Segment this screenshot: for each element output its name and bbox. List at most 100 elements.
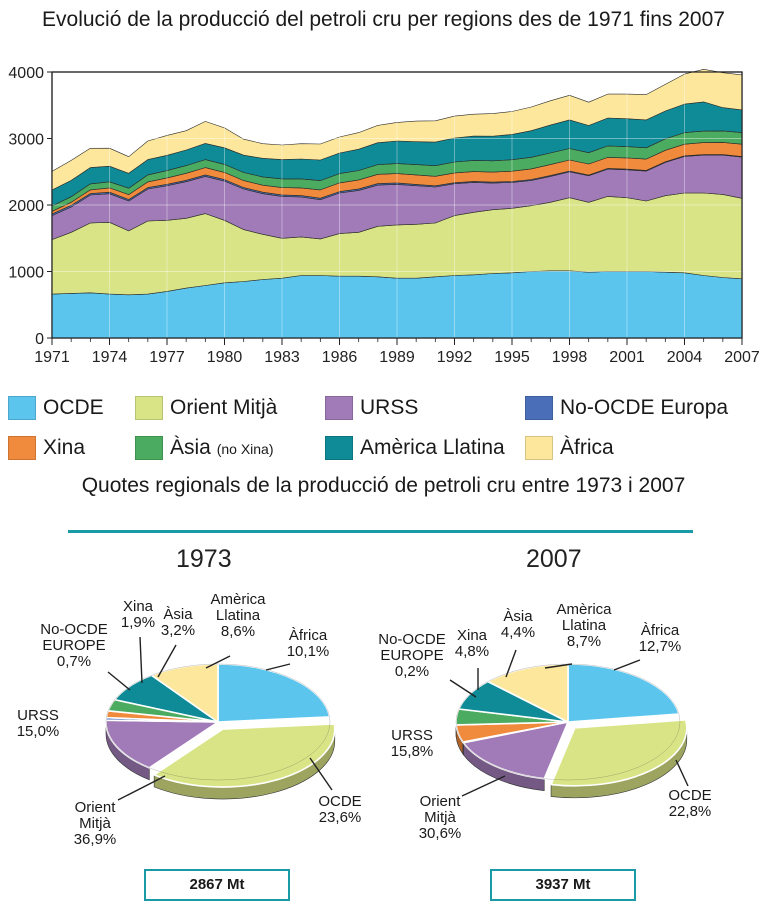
pie-leader-line [449, 679, 477, 698]
x-tick-label: 1983 [264, 349, 300, 366]
x-tick-label: 2001 [609, 349, 645, 366]
pie-label-line: Àsia [503, 608, 533, 625]
pie-leader-line [505, 649, 517, 678]
pie-label-line: 0,7% [57, 653, 91, 670]
pie-label-line: 10,1% [287, 643, 330, 660]
area-chart-title: Evolució de la producció del petroli cru… [42, 8, 725, 31]
pie-label-line: Mitjà [79, 815, 111, 832]
x-tick-label: 2007 [724, 349, 760, 366]
pie-year-1973: 1973 [176, 545, 232, 573]
pie-leader-line [107, 671, 131, 691]
pie-leader-line [613, 659, 641, 671]
legend-item-xina: Xina [8, 436, 85, 460]
pie-slice-urss [105, 719, 219, 769]
pie-label-line: No-OCDE [40, 621, 108, 638]
pie-leader-line [157, 644, 177, 678]
pie-label-line: Xina [123, 598, 154, 615]
pie-label-line: Llatina [216, 607, 261, 624]
pie-leader-line [265, 663, 291, 671]
pie-label-xina: Xina 4,8% [455, 627, 489, 660]
pie-1973: OCDE 23,6% Orient Mitjà 36,9% URSS 15,0% No-OCD… [17, 591, 362, 848]
pie-label-orient-mitja: Orient Mitjà 36,9% [74, 799, 117, 848]
y-tick-label: 0 [35, 331, 44, 348]
pie-outline [105, 663, 331, 781]
x-tick-label: 1989 [379, 349, 415, 366]
x-tick-label: 1971 [34, 349, 70, 366]
pie-label-line: 3,2% [161, 622, 195, 639]
pie-label-line: Orient [75, 799, 117, 816]
pie-label-line: 8,7% [567, 633, 601, 650]
x-tick-label: 1977 [149, 349, 185, 366]
pie-label-line: 4,8% [455, 643, 489, 660]
pie-label-line: Amèrica [210, 591, 266, 608]
legend-label: Amèrica Llatina [360, 436, 505, 459]
pie-slice-xina [455, 721, 569, 743]
legend-swatch-america-llatina [325, 436, 353, 460]
y-tick-label: 3000 [8, 132, 44, 149]
legend: OCDE Orient Mitjà URSS No-OCDE Europa Xi… [0, 396, 767, 468]
pie-leader-line [139, 636, 143, 684]
pie-slice-no-ocde-europe [105, 716, 219, 723]
pie-label-line: OCDE [668, 787, 711, 804]
pie-label-line: Llatina [562, 617, 607, 634]
pie-label-no-ocde-europe: No-OCDE EUROPE 0,7% [40, 621, 108, 670]
x-tick-label: 1980 [207, 349, 243, 366]
pie-slice-america-llatina [458, 680, 569, 723]
x-tick-label: 2004 [667, 349, 703, 366]
pie-slice-orient-mitja [153, 723, 336, 788]
area-chart: 0 1000 2000 3000 4000 1971 1974 1977 1980 1983 198… [8, 65, 760, 366]
y-tick-label: 1000 [8, 265, 44, 282]
legend-swatch-xina [8, 436, 36, 460]
pie-label-line: 36,9% [74, 831, 117, 848]
pie-label-ocde: OCDE 23,6% [318, 793, 361, 826]
pie-leader-line [675, 759, 689, 787]
pie-label-line: Orient [420, 793, 462, 810]
legend-item-urss: URSS [325, 396, 418, 420]
pie-leader-line [309, 757, 333, 791]
pie-label-africa: Àfrica 10,1% [287, 627, 330, 660]
pie-slice-xina [105, 709, 219, 723]
pie-label-line: Amèrica [556, 601, 612, 618]
legend-swatch-no-ocde-europa [525, 396, 553, 420]
legend-label: Xina [43, 436, 86, 459]
pie-label-line: OCDE [318, 793, 361, 810]
pie-slice-asia [455, 708, 569, 726]
legend-label-note: (no Xina) [216, 441, 274, 457]
pie-label-america-llatina: Amèrica Llatina 8,6% [210, 591, 266, 640]
pie-label-orient-mitja: Orient Mitjà 30,6% [419, 793, 462, 842]
legend-item-orient-mitja: Orient Mitjà [135, 396, 277, 420]
total-1973: 2867 Mt [144, 869, 290, 901]
pie-year-2007: 2007 [526, 545, 582, 573]
pie-label-line: 23,6% [319, 809, 362, 826]
pie-label-line: 15,0% [17, 723, 60, 740]
pie-label-line: Àfrica [641, 622, 680, 639]
x-tick-label: 1992 [437, 349, 473, 366]
legend-label: Àfrica [560, 436, 614, 459]
legend-item-ocde: OCDE [8, 396, 104, 420]
legend-label: No-OCDE Europa [560, 396, 729, 419]
x-tick-label: 1986 [322, 349, 358, 366]
legend-label-text: Àsia [170, 436, 211, 459]
pie-label-line: Mitjà [424, 809, 456, 826]
pie-label-no-ocde-europe: No-OCDE EUROPE 0,2% [378, 631, 446, 680]
y-tick-label: 2000 [8, 198, 44, 215]
pie-label-ocde: OCDE 22,8% [668, 787, 711, 820]
pie-outline [455, 663, 681, 781]
legend-swatch-orient-mitja [135, 396, 163, 420]
pie-label-line: 15,8% [391, 743, 434, 760]
y-tick-label: 4000 [8, 65, 44, 82]
legend-item-africa: Àfrica [525, 436, 614, 460]
pie-label-urss: URSS 15,0% [17, 707, 60, 740]
x-tick-label: 1995 [494, 349, 530, 366]
x-tick-label: 1974 [92, 349, 128, 366]
pie-label-line: 22,8% [669, 803, 712, 820]
pie-label-line: URSS [17, 707, 59, 724]
pie-slice-orient-mitja [550, 719, 688, 787]
legend-swatch-africa [525, 436, 553, 460]
pie-label-line: 1,9% [121, 614, 155, 631]
legend-item-america-llatina: Amèrica Llatina [325, 436, 505, 460]
pie-label-line: URSS [391, 727, 433, 744]
pie-label-line: Àsia [163, 606, 193, 623]
pie-slice-ocde [567, 663, 680, 723]
pie-label-asia: Àsia 3,2% [161, 606, 195, 639]
